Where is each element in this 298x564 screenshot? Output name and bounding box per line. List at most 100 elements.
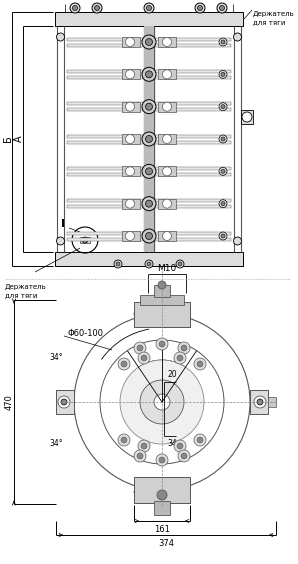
- Circle shape: [142, 132, 156, 146]
- Bar: [155, 173, 231, 176]
- Bar: [158, 199, 176, 209]
- Circle shape: [125, 199, 134, 208]
- Circle shape: [194, 434, 206, 446]
- Circle shape: [61, 399, 67, 405]
- Circle shape: [94, 6, 100, 11]
- Bar: [67, 167, 143, 170]
- Circle shape: [254, 396, 266, 408]
- Circle shape: [142, 67, 156, 81]
- Circle shape: [181, 345, 187, 351]
- Circle shape: [154, 394, 170, 410]
- Circle shape: [145, 200, 153, 207]
- Circle shape: [219, 200, 227, 208]
- Circle shape: [125, 70, 134, 79]
- Circle shape: [138, 352, 150, 364]
- Circle shape: [142, 164, 156, 178]
- Circle shape: [145, 135, 153, 143]
- Circle shape: [141, 443, 147, 449]
- Text: 470: 470: [4, 394, 13, 410]
- Circle shape: [144, 3, 154, 13]
- Circle shape: [125, 102, 134, 111]
- Circle shape: [178, 262, 182, 266]
- Circle shape: [162, 167, 172, 176]
- Circle shape: [158, 281, 166, 289]
- Bar: [158, 134, 176, 144]
- Circle shape: [145, 103, 153, 110]
- Circle shape: [162, 37, 172, 46]
- Bar: [155, 108, 231, 111]
- Bar: [155, 237, 231, 240]
- Bar: [67, 76, 143, 79]
- Bar: [122, 199, 140, 209]
- Circle shape: [82, 237, 88, 243]
- Bar: [155, 140, 231, 143]
- Circle shape: [176, 260, 184, 268]
- Circle shape: [195, 3, 205, 13]
- Text: 161: 161: [154, 525, 170, 534]
- Bar: [154, 501, 170, 515]
- Bar: [158, 166, 176, 177]
- Bar: [67, 70, 143, 73]
- Circle shape: [219, 168, 227, 175]
- Bar: [67, 108, 143, 111]
- Bar: [122, 231, 140, 241]
- Circle shape: [178, 450, 190, 462]
- Circle shape: [121, 361, 127, 367]
- Text: I: I: [61, 219, 65, 229]
- Circle shape: [197, 361, 203, 367]
- Circle shape: [221, 40, 225, 44]
- Bar: [155, 205, 231, 208]
- Circle shape: [114, 260, 122, 268]
- Bar: [144, 26, 154, 252]
- Bar: [67, 43, 143, 46]
- Bar: [67, 37, 143, 41]
- Circle shape: [120, 360, 204, 444]
- Text: 374: 374: [158, 539, 174, 548]
- Circle shape: [72, 6, 77, 11]
- Circle shape: [221, 137, 225, 141]
- Circle shape: [221, 169, 225, 173]
- Circle shape: [162, 70, 172, 79]
- Text: 34°: 34°: [49, 439, 63, 448]
- Circle shape: [134, 450, 146, 462]
- Circle shape: [116, 262, 120, 266]
- Circle shape: [181, 453, 187, 459]
- Bar: [155, 76, 231, 79]
- Bar: [80, 237, 90, 243]
- Text: Φ60-100: Φ60-100: [68, 329, 104, 338]
- Bar: [67, 102, 143, 105]
- Circle shape: [157, 490, 167, 500]
- Text: A: A: [14, 136, 24, 142]
- Circle shape: [242, 112, 252, 122]
- Bar: [155, 231, 231, 235]
- Circle shape: [142, 229, 156, 243]
- Circle shape: [140, 380, 184, 424]
- Text: 34°: 34°: [49, 352, 63, 362]
- Bar: [67, 140, 143, 143]
- Bar: [67, 237, 143, 240]
- Circle shape: [162, 102, 172, 111]
- Circle shape: [194, 358, 206, 370]
- Circle shape: [217, 3, 227, 13]
- Circle shape: [198, 6, 203, 11]
- Circle shape: [57, 237, 64, 245]
- Circle shape: [174, 440, 186, 452]
- Circle shape: [197, 437, 203, 443]
- Bar: [155, 70, 231, 73]
- Circle shape: [134, 342, 146, 354]
- Bar: [158, 69, 176, 80]
- Circle shape: [219, 70, 227, 78]
- Circle shape: [125, 231, 134, 240]
- Circle shape: [162, 199, 172, 208]
- Bar: [140, 295, 184, 305]
- Bar: [155, 199, 231, 202]
- Bar: [134, 302, 190, 327]
- Bar: [158, 102, 176, 112]
- Circle shape: [221, 72, 225, 76]
- Bar: [55, 252, 243, 266]
- Circle shape: [137, 453, 143, 459]
- Circle shape: [58, 396, 70, 408]
- Circle shape: [178, 342, 190, 354]
- Bar: [67, 205, 143, 208]
- Text: M10: M10: [157, 264, 177, 273]
